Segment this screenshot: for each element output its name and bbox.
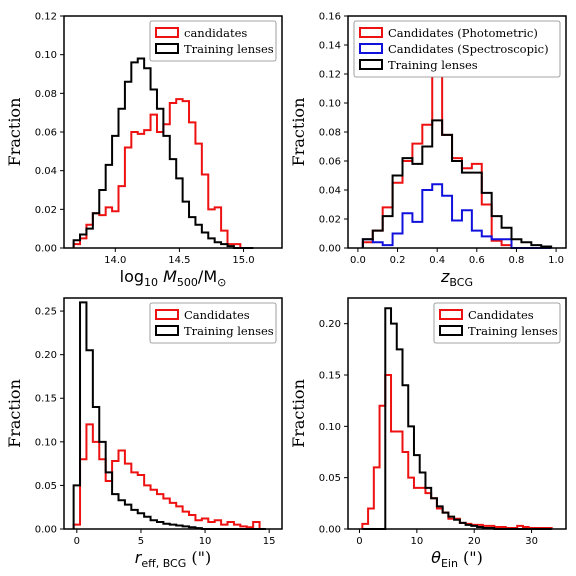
- legend: Candidates Training lenses: [433, 302, 561, 344]
- y-tick-label: 0.10: [35, 437, 57, 448]
- y-tick-label: 0.04: [319, 186, 341, 197]
- x-tick-label: 20: [468, 536, 481, 547]
- y-tick-label: 0.06: [35, 128, 57, 139]
- x-tick-label: 10: [199, 536, 212, 547]
- y-tick-label: 0.10: [319, 99, 341, 110]
- x-tick-label: 0: [74, 536, 80, 547]
- y-tick-label: 0.02: [319, 215, 341, 226]
- chart-panel-zbcg: 0.0 0.2 0.4 0.6 0.8 1.0 0.00 0.02 0.04 0.06 0.08 0.…: [289, 12, 567, 289]
- y-tick-label: 0.12: [319, 70, 341, 81]
- y-tick-label: 0.04: [35, 166, 57, 177]
- y-tick-label: 0.00: [35, 525, 57, 536]
- series-candidates: [72, 423, 266, 530]
- chart-panel-reff: 0 5 10 15 0.00 0.05 0.10 0.15 0.20 0.25 Fraction re…: [5, 297, 283, 570]
- legend-swatch-icon: [359, 59, 383, 70]
- legend-swatch-icon: [359, 43, 383, 54]
- legend-box: [433, 302, 561, 344]
- x-tick-label: 15.0: [232, 255, 254, 266]
- series-candidates-spectroscopic: [361, 183, 552, 249]
- series-candidates: [72, 98, 254, 249]
- x-tick-label: 30: [525, 536, 538, 547]
- x-tick-label: 5: [138, 536, 144, 547]
- series-training-lenses: [72, 57, 254, 249]
- legend-label: Candidates (Photometric): [388, 26, 538, 40]
- y-tick-label: 0.14: [319, 41, 341, 52]
- legend-label: Training lenses: [468, 324, 558, 338]
- series-candidates: [361, 374, 553, 529]
- y-axis-label: Fraction: [5, 379, 24, 448]
- x-tick-label: 0.6: [469, 255, 485, 266]
- y-tick-label: 0.02: [35, 205, 57, 216]
- y-axis-label: Fraction: [5, 98, 24, 167]
- x-tick-label: 0: [356, 536, 362, 547]
- y-tick-label: 0.10: [35, 50, 57, 61]
- y-tick-label: 0.08: [35, 89, 57, 100]
- y-tick-label: 0.00: [319, 244, 341, 255]
- y-tick-label: 0.25: [35, 307, 57, 318]
- legend: candidates Training lenses: [149, 20, 277, 62]
- legend-label: Training lenses: [184, 324, 274, 338]
- y-tick-label: 0.10: [319, 422, 341, 433]
- legend-swatch-icon: [155, 27, 179, 38]
- y-tick-label: 0.05: [35, 481, 57, 492]
- legend-label: candidates: [184, 26, 247, 40]
- chart-panel-mass: 14.0 14.5 15.0 0.00 0.02 0.04 0.06 0.08 0.10 0.12…: [5, 12, 283, 289]
- y-tick-label: 0.05: [319, 473, 341, 484]
- legend-box: [149, 302, 277, 344]
- y-tick-label: 0.00: [319, 525, 341, 536]
- x-tick-label: 14.0: [104, 255, 126, 266]
- legend-swatch-icon: [155, 325, 179, 336]
- y-axis-label: Fraction: [289, 98, 308, 167]
- legend: Candidates (Photometric) Candidates (Spec…: [353, 20, 561, 78]
- legend-label: Candidates (Spectroscopic): [388, 42, 549, 56]
- axes-frame: [347, 297, 567, 530]
- x-tick-label: 0.4: [429, 255, 445, 266]
- legend-swatch-icon: [439, 325, 463, 336]
- legend-swatch-icon: [439, 309, 463, 320]
- y-tick-label: 0.08: [319, 128, 341, 139]
- x-tick-label: 15: [263, 536, 276, 547]
- x-tick-label: 10: [410, 536, 423, 547]
- x-axis-label: zBCG: [440, 267, 473, 289]
- y-tick-label: 0.20: [319, 319, 341, 330]
- legend-label: Candidates: [184, 308, 250, 322]
- legend-swatch-icon: [155, 309, 179, 320]
- x-axis-label: θEin ("): [431, 548, 483, 570]
- legend: Candidates Training lenses: [149, 302, 277, 344]
- y-tick-label: 0.20: [35, 350, 57, 361]
- y-tick-label: 0.16: [319, 12, 341, 23]
- x-tick-label: 1.0: [548, 255, 564, 266]
- legend-label: Candidates: [468, 308, 534, 322]
- legend-box: [149, 20, 277, 62]
- x-tick-label: 0.0: [350, 255, 366, 266]
- legend-box: [353, 20, 561, 78]
- y-tick-label: 0.00: [35, 244, 57, 255]
- y-tick-label: 0.06: [319, 157, 341, 168]
- legend-label: Training lenses: [388, 58, 478, 72]
- y-axis-label: Fraction: [289, 379, 308, 448]
- legend-swatch-icon: [155, 43, 179, 54]
- y-tick-label: 0.15: [35, 394, 57, 405]
- x-tick-label: 14.5: [168, 255, 190, 266]
- y-tick-label: 0.12: [35, 12, 57, 23]
- x-axis-label: log10 M500/M⊙: [120, 267, 227, 289]
- chart-panel-theta: 0 10 20 30 0.00 0.05 0.10 0.15 0.20 Fraction θEin …: [289, 297, 567, 570]
- x-tick-label: 0.2: [390, 255, 406, 266]
- x-axis-label: reff, BCG ("): [135, 548, 211, 570]
- legend-swatch-icon: [359, 27, 383, 38]
- axes-frame: [63, 297, 283, 530]
- y-tick-label: 0.15: [319, 371, 341, 382]
- series-training-lenses: [361, 119, 553, 248]
- legend-label: Training lenses: [184, 42, 274, 56]
- x-tick-label: 0.8: [509, 255, 525, 266]
